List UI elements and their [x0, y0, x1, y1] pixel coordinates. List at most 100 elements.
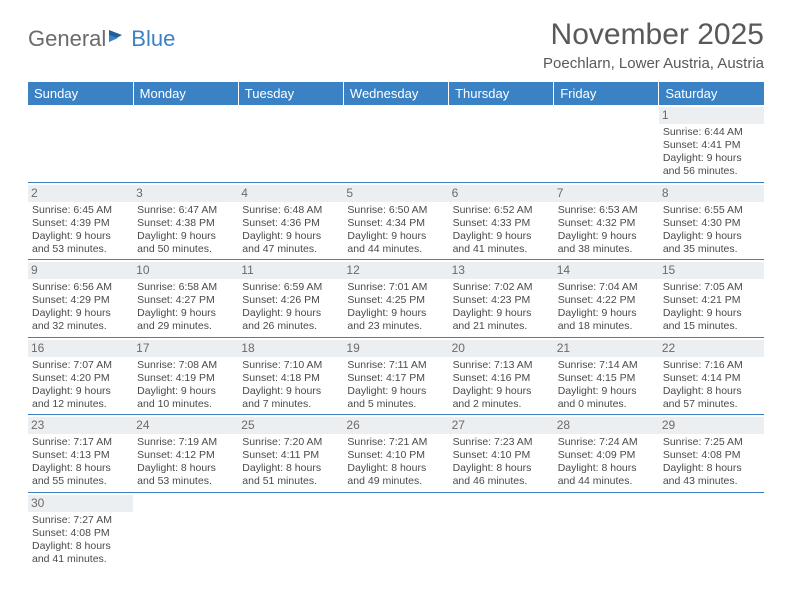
calendar-cell — [238, 105, 343, 182]
day-header: Friday — [554, 82, 659, 105]
day-number: 8 — [659, 185, 764, 202]
day-details: Sunrise: 6:58 AM Sunset: 4:27 PM Dayligh… — [137, 281, 234, 334]
day-number: 25 — [238, 417, 343, 434]
day-number: 23 — [28, 417, 133, 434]
day-number: 19 — [343, 340, 448, 357]
day-number: 26 — [343, 417, 448, 434]
calendar-week-row: 23 Sunrise: 7:17 AM Sunset: 4:13 PM Dayli… — [28, 415, 764, 493]
calendar-cell: 4Sunrise: 6:48 AM Sunset: 4:36 PM Daylig… — [238, 182, 343, 260]
day-details: Sunrise: 7:16 AM Sunset: 4:14 PM Dayligh… — [663, 359, 760, 412]
calendar-cell: 23 Sunrise: 7:17 AM Sunset: 4:13 PM Dayli… — [28, 415, 133, 493]
day-number: 29 — [659, 417, 764, 434]
day-details: Sunrise: 6:50 AM Sunset: 4:34 PM Dayligh… — [347, 204, 444, 257]
day-details: Sunrise: 7:13 AM Sunset: 4:16 PM Dayligh… — [453, 359, 550, 412]
calendar-cell — [659, 492, 764, 569]
calendar-cell — [554, 105, 659, 182]
day-number: 10 — [133, 262, 238, 279]
logo: General Blue — [28, 18, 175, 52]
header: General Blue November 2025 Poechlarn, Lo… — [28, 18, 764, 72]
day-number: 27 — [449, 417, 554, 434]
day-details: Sunrise: 7:07 AM Sunset: 4:20 PM Dayligh… — [32, 359, 129, 412]
calendar-cell: 8 Sunrise: 6:55 AM Sunset: 4:30 PM Daylig… — [659, 182, 764, 260]
day-number: 30 — [28, 495, 133, 512]
day-details: Sunrise: 7:11 AM Sunset: 4:17 PM Dayligh… — [347, 359, 444, 412]
day-header: Monday — [133, 82, 238, 105]
day-number: 6 — [449, 185, 554, 202]
day-number: 21 — [554, 340, 659, 357]
calendar-cell: 16 Sunrise: 7:07 AM Sunset: 4:20 PM Dayli… — [28, 337, 133, 415]
day-details: Sunrise: 6:55 AM Sunset: 4:30 PM Dayligh… — [663, 204, 760, 257]
calendar-cell: 12Sunrise: 7:01 AM Sunset: 4:25 PM Dayli… — [343, 260, 448, 338]
calendar-cell: 5 Sunrise: 6:50 AM Sunset: 4:34 PM Daylig… — [343, 182, 448, 260]
calendar-cell: 1 Sunrise: 6:44 AM Sunset: 4:41 PM Daylig… — [659, 105, 764, 182]
calendar-week-row: 30Sunrise: 7:27 AM Sunset: 4:08 PM Dayli… — [28, 492, 764, 569]
calendar-cell: 19 Sunrise: 7:11 AM Sunset: 4:17 PM Dayli… — [343, 337, 448, 415]
day-details: Sunrise: 7:20 AM Sunset: 4:11 PM Dayligh… — [242, 436, 339, 489]
day-details: Sunrise: 7:19 AM Sunset: 4:12 PM Dayligh… — [137, 436, 234, 489]
calendar-cell — [133, 105, 238, 182]
day-number: 3 — [133, 185, 238, 202]
day-number: 28 — [554, 417, 659, 434]
calendar-cell — [28, 105, 133, 182]
day-details: Sunrise: 7:23 AM Sunset: 4:10 PM Dayligh… — [453, 436, 550, 489]
calendar-cell: 2 Sunrise: 6:45 AM Sunset: 4:39 PM Daylig… — [28, 182, 133, 260]
location: Poechlarn, Lower Austria, Austria — [543, 55, 764, 72]
logo-text-blue: Blue — [131, 26, 175, 52]
logo-flag-icon — [108, 28, 130, 46]
calendar-cell: 21Sunrise: 7:14 AM Sunset: 4:15 PM Dayli… — [554, 337, 659, 415]
calendar-week-row: 1 Sunrise: 6:44 AM Sunset: 4:41 PM Daylig… — [28, 105, 764, 182]
calendar-cell: 25 Sunrise: 7:20 AM Sunset: 4:11 PM Dayli… — [238, 415, 343, 493]
day-number: 7 — [554, 185, 659, 202]
day-details: Sunrise: 7:04 AM Sunset: 4:22 PM Dayligh… — [558, 281, 655, 334]
calendar-cell: 29 Sunrise: 7:25 AM Sunset: 4:08 PM Dayli… — [659, 415, 764, 493]
calendar-cell: 22 Sunrise: 7:16 AM Sunset: 4:14 PM Dayli… — [659, 337, 764, 415]
day-details: Sunrise: 7:01 AM Sunset: 4:25 PM Dayligh… — [347, 281, 444, 334]
calendar-week-row: 16 Sunrise: 7:07 AM Sunset: 4:20 PM Dayli… — [28, 337, 764, 415]
calendar-cell: 17Sunrise: 7:08 AM Sunset: 4:19 PM Dayli… — [133, 337, 238, 415]
logo-text-general: General — [28, 26, 106, 52]
day-header: Thursday — [449, 82, 554, 105]
calendar-cell: 3Sunrise: 6:47 AM Sunset: 4:38 PM Daylig… — [133, 182, 238, 260]
calendar-week-row: 9Sunrise: 6:56 AM Sunset: 4:29 PM Daylig… — [28, 260, 764, 338]
day-number: 22 — [659, 340, 764, 357]
day-details: Sunrise: 7:21 AM Sunset: 4:10 PM Dayligh… — [347, 436, 444, 489]
day-number: 20 — [449, 340, 554, 357]
day-details: Sunrise: 6:48 AM Sunset: 4:36 PM Dayligh… — [242, 204, 339, 257]
month-title: November 2025 — [543, 18, 764, 51]
day-number: 15 — [659, 262, 764, 279]
day-number: 1 — [659, 107, 764, 124]
day-number: 14 — [554, 262, 659, 279]
day-details: Sunrise: 6:44 AM Sunset: 4:41 PM Dayligh… — [663, 126, 760, 179]
day-number: 17 — [133, 340, 238, 357]
day-details: Sunrise: 7:10 AM Sunset: 4:18 PM Dayligh… — [242, 359, 339, 412]
calendar-cell — [133, 492, 238, 569]
calendar-cell: 9Sunrise: 6:56 AM Sunset: 4:29 PM Daylig… — [28, 260, 133, 338]
calendar-table: SundayMondayTuesdayWednesdayThursdayFrid… — [28, 82, 764, 569]
day-details: Sunrise: 7:02 AM Sunset: 4:23 PM Dayligh… — [453, 281, 550, 334]
calendar-cell — [343, 105, 448, 182]
day-number: 5 — [343, 185, 448, 202]
calendar-header-row: SundayMondayTuesdayWednesdayThursdayFrid… — [28, 82, 764, 105]
day-details: Sunrise: 6:53 AM Sunset: 4:32 PM Dayligh… — [558, 204, 655, 257]
day-header: Saturday — [659, 82, 764, 105]
day-header: Tuesday — [238, 82, 343, 105]
calendar-cell — [554, 492, 659, 569]
day-number: 24 — [133, 417, 238, 434]
day-details: Sunrise: 7:17 AM Sunset: 4:13 PM Dayligh… — [32, 436, 129, 489]
title-block: November 2025 Poechlarn, Lower Austria, … — [543, 18, 764, 72]
day-number: 2 — [28, 185, 133, 202]
day-details: Sunrise: 6:45 AM Sunset: 4:39 PM Dayligh… — [32, 204, 129, 257]
day-details: Sunrise: 6:59 AM Sunset: 4:26 PM Dayligh… — [242, 281, 339, 334]
calendar-cell — [343, 492, 448, 569]
day-details: Sunrise: 7:25 AM Sunset: 4:08 PM Dayligh… — [663, 436, 760, 489]
calendar-cell: 14 Sunrise: 7:04 AM Sunset: 4:22 PM Dayli… — [554, 260, 659, 338]
calendar-cell: 28Sunrise: 7:24 AM Sunset: 4:09 PM Dayli… — [554, 415, 659, 493]
calendar-cell: 24 Sunrise: 7:19 AM Sunset: 4:12 PM Dayli… — [133, 415, 238, 493]
calendar-cell: 18Sunrise: 7:10 AM Sunset: 4:18 PM Dayli… — [238, 337, 343, 415]
calendar-cell: 30Sunrise: 7:27 AM Sunset: 4:08 PM Dayli… — [28, 492, 133, 569]
day-number: 16 — [28, 340, 133, 357]
day-details: Sunrise: 6:52 AM Sunset: 4:33 PM Dayligh… — [453, 204, 550, 257]
day-header: Wednesday — [343, 82, 448, 105]
day-header: Sunday — [28, 82, 133, 105]
calendar-cell — [449, 492, 554, 569]
